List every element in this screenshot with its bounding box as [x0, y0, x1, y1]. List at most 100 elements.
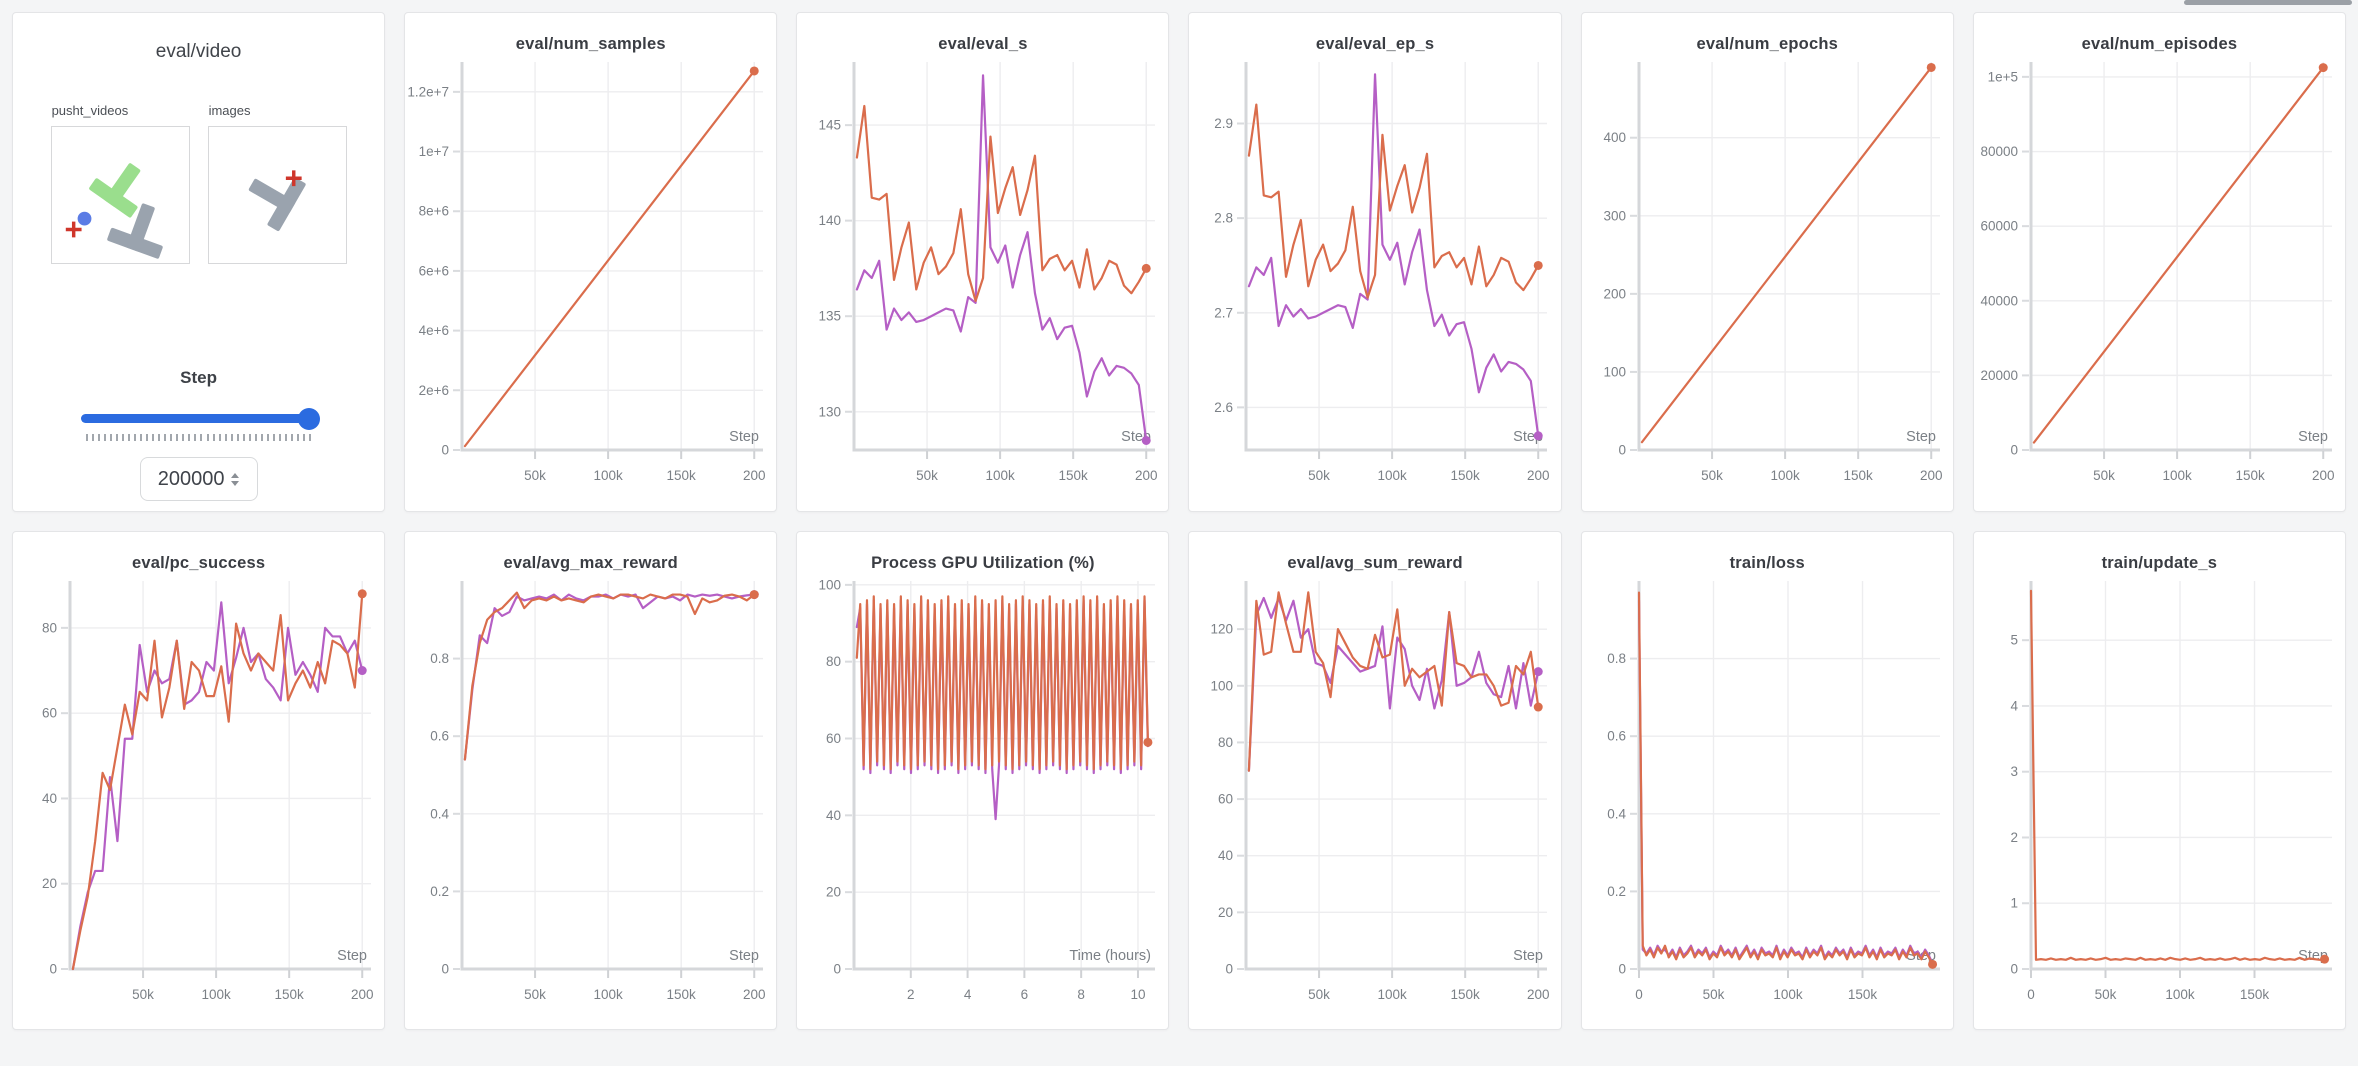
svg-text:20: 20 — [826, 884, 841, 899]
svg-text:0: 0 — [49, 961, 57, 976]
chart-canvas[interactable]: 50k 100k 150k 200 0 20000 40000 60000 80000 1e+5 S… — [1974, 54, 2346, 512]
svg-text:150k: 150k — [1848, 987, 1878, 1002]
chart-plot-area[interactable]: 50k 100k 150k 200 0 100 200 300 400 Step — [1582, 54, 1954, 512]
chart-plot-area[interactable]: 50k 100k 150k 200 0 20 40 60 80 100 120 Step — [1189, 573, 1561, 1031]
horizontal-scrollbar-thumb[interactable] — [2184, 0, 2352, 5]
svg-text:0: 0 — [442, 961, 450, 976]
svg-text:0.4: 0.4 — [430, 806, 449, 821]
svg-text:300: 300 — [1603, 208, 1626, 223]
svg-text:150k: 150k — [1843, 468, 1873, 483]
svg-text:50k: 50k — [1701, 468, 1723, 483]
svg-text:50k: 50k — [2094, 987, 2116, 1002]
svg-text:0: 0 — [2027, 987, 2035, 1002]
svg-text:5: 5 — [2010, 632, 2018, 647]
chart-panel-eval-avg-sum-reward: eval/avg_sum_reward 50k 100k 150k 200 0 20 40 6… — [1188, 530, 1562, 1031]
chart-title: eval/num_samples — [515, 35, 666, 53]
chart-canvas[interactable]: 50k 100k 150k 200 0 20 40 60 80 100 120 Step — [1189, 573, 1561, 1031]
svg-text:2.7: 2.7 — [1215, 305, 1234, 320]
svg-text:100: 100 — [819, 577, 842, 592]
chart-plot-area[interactable]: 50k 100k 150k 200 0 0.2 0.4 0.6 0.8 Step — [405, 573, 777, 1031]
step-slider-track[interactable] — [80, 414, 317, 423]
step-number-input[interactable]: 200000 — [139, 457, 258, 501]
step-slider[interactable] — [80, 408, 320, 430]
media-item-images: images — [207, 103, 347, 264]
svg-text:50k: 50k — [1309, 987, 1331, 1002]
svg-text:100k: 100k — [2165, 987, 2195, 1002]
step-value[interactable]: 200000 — [157, 467, 225, 490]
svg-text:Time (hours): Time (hours) — [1070, 948, 1152, 964]
svg-text:50k: 50k — [524, 987, 546, 1002]
svg-text:1e+7: 1e+7 — [419, 144, 449, 159]
svg-text:1: 1 — [2010, 895, 2018, 910]
panel-grid: eval/video pusht_videos — [12, 12, 2346, 1031]
pusht-video-thumbnail[interactable] — [50, 126, 190, 264]
chart-panel-eval-eval-s: eval/eval_s 50k 100k 150k 200 130 135 140 145 St… — [796, 12, 1170, 512]
images-thumbnail[interactable] — [207, 126, 347, 264]
chart-plot-area[interactable]: 0 50k 100k 150k 0 1 2 3 4 5 Step — [1974, 573, 2346, 1031]
svg-text:60: 60 — [42, 705, 57, 720]
chart-title: Process GPU Utilization (%) — [871, 553, 1095, 572]
svg-text:150k: 150k — [1451, 987, 1481, 1002]
svg-text:60: 60 — [1218, 791, 1233, 806]
svg-text:4: 4 — [2010, 698, 2018, 713]
svg-text:0: 0 — [834, 961, 842, 976]
svg-text:200: 200 — [351, 987, 374, 1002]
svg-text:4e+6: 4e+6 — [419, 323, 449, 338]
chart-canvas[interactable]: 50k 100k 150k 200 0 20 40 60 80 Step — [13, 573, 385, 1031]
chart-plot-area[interactable]: 50k 100k 150k 200 0 20000 40000 60000 80000 1e+5 S… — [1974, 54, 2346, 512]
svg-text:0.6: 0.6 — [1607, 728, 1626, 743]
chart-title: eval/avg_max_reward — [503, 553, 678, 572]
chart-panel-eval-num-samples: eval/num_samples 50k 100k 150k 200 0 2e+6 4e+6… — [404, 12, 778, 512]
chart-plot-area[interactable]: 50k 100k 150k 200 130 135 140 145 Step — [797, 54, 1169, 512]
svg-text:1e+5: 1e+5 — [1987, 69, 2017, 84]
svg-text:0: 0 — [1618, 443, 1626, 458]
chart-title: eval/eval_ep_s — [1315, 35, 1435, 53]
svg-text:2.6: 2.6 — [1215, 400, 1234, 415]
svg-text:Step: Step — [2298, 429, 2328, 445]
svg-text:40000: 40000 — [1980, 293, 2018, 308]
svg-text:0.6: 0.6 — [430, 728, 449, 743]
svg-text:0.2: 0.2 — [430, 883, 449, 898]
chart-title: eval/num_epochs — [1696, 35, 1838, 53]
svg-text:100: 100 — [1211, 678, 1234, 693]
media-caption: images — [208, 103, 251, 118]
svg-text:200: 200 — [2312, 468, 2335, 483]
svg-text:80: 80 — [826, 654, 841, 669]
step-slider-thumb[interactable] — [297, 408, 320, 430]
chart-plot-area[interactable]: 50k 100k 150k 200 0 2e+6 4e+6 6e+6 8e+6 1e+7 1.2e+… — [405, 54, 777, 512]
svg-text:0.4: 0.4 — [1607, 806, 1626, 821]
svg-text:150k: 150k — [2240, 987, 2270, 1002]
svg-text:60000: 60000 — [1980, 219, 2018, 234]
chart-plot-area[interactable]: 50k 100k 150k 200 2.6 2.7 2.8 2.9 Step — [1189, 54, 1561, 512]
svg-text:2e+6: 2e+6 — [419, 383, 449, 398]
images-scene-icon — [248, 170, 306, 231]
svg-text:Step: Step — [1906, 429, 1936, 445]
svg-text:100k: 100k — [594, 468, 624, 483]
svg-text:Step: Step — [337, 948, 367, 964]
chart-canvas[interactable]: 50k 100k 150k 200 0 2e+6 4e+6 6e+6 8e+6 1e+7 1.2e+… — [405, 54, 777, 512]
svg-text:2: 2 — [907, 987, 915, 1002]
chart-plot-area[interactable]: 2 4 6 8 10 0 20 40 60 80 100 Time (hours) — [797, 573, 1169, 1031]
chart-canvas[interactable]: 50k 100k 150k 200 0 100 200 300 400 Step — [1582, 54, 1954, 512]
number-stepper[interactable] — [231, 472, 240, 486]
chart-canvas[interactable]: 50k 100k 150k 200 0 0.2 0.4 0.6 0.8 Step — [405, 573, 777, 1031]
svg-text:0.8: 0.8 — [430, 651, 449, 666]
svg-text:140: 140 — [819, 213, 842, 228]
chevron-up-icon[interactable] — [231, 472, 240, 478]
svg-text:40: 40 — [42, 790, 57, 805]
svg-text:145: 145 — [819, 118, 842, 133]
chevron-down-icon[interactable] — [231, 480, 240, 486]
svg-text:150k: 150k — [667, 468, 697, 483]
chart-plot-area[interactable]: 0 50k 100k 150k 0 0.2 0.4 0.6 0.8 Step — [1582, 573, 1954, 1031]
svg-text:0: 0 — [1226, 961, 1234, 976]
chart-title: eval/pc_success — [131, 553, 266, 572]
chart-panel-eval-num-episodes: eval/num_episodes 50k 100k 150k 200 0 20000 40… — [1972, 12, 2346, 512]
svg-text:Step: Step — [729, 948, 759, 964]
chart-plot-area[interactable]: 50k 100k 150k 200 0 20 40 60 80 Step — [13, 573, 385, 1031]
svg-text:150k: 150k — [2235, 468, 2265, 483]
